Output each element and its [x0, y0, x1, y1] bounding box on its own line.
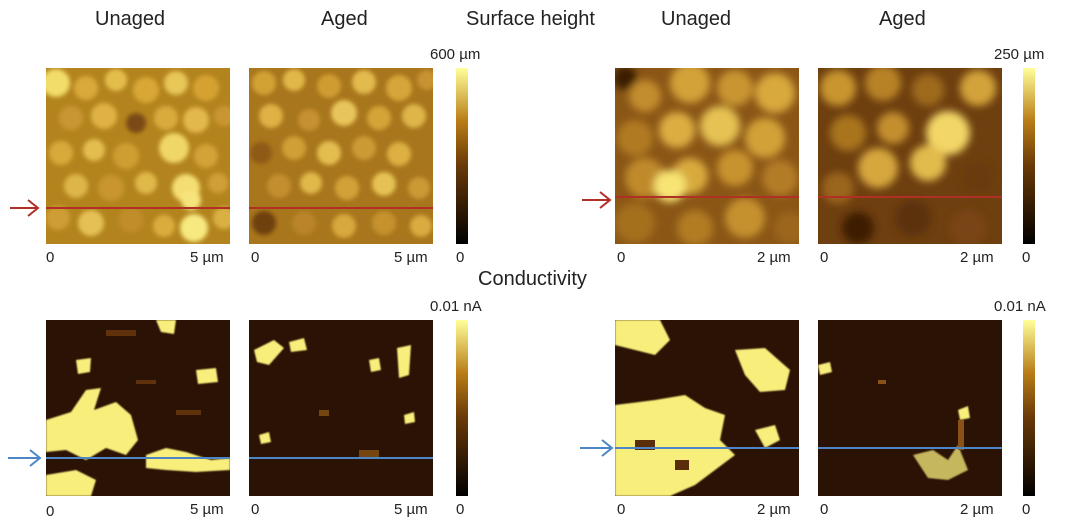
conductivity-colorbar: [1023, 320, 1035, 496]
red-arrow-icon: [10, 199, 40, 217]
conductivity-profile-line: [249, 457, 433, 459]
colorbar-max-label: 0.01 nA: [430, 298, 482, 315]
axis-end-label: 2 µm: [960, 249, 994, 266]
column-title-unaged-left: Unaged: [95, 8, 166, 30]
axis-start-label: 0: [251, 249, 260, 266]
height-profile-line: [615, 196, 799, 198]
colorbar-min-label: 0: [456, 501, 465, 518]
colorbar-min-label: 0: [1022, 501, 1031, 518]
colorbar-max-label: 0.01 nA: [994, 298, 1046, 315]
colorbar-max-label: 600 µm: [430, 46, 481, 63]
section-title-surface-height: Surface height: [466, 8, 595, 30]
height-colorbar: [1023, 68, 1035, 244]
axis-start-label: 0: [46, 249, 55, 266]
axis-end-label: 5 µm: [394, 249, 428, 266]
axis-start-label: 0: [251, 501, 260, 518]
height-map-unaged-2um: [615, 68, 799, 244]
colorbar-max-label: 250 µm: [994, 46, 1045, 63]
conductivity-profile-line: [818, 447, 1002, 449]
axis-start-label: 0: [820, 501, 829, 518]
conductivity-profile-line: [615, 447, 799, 449]
section-title-conductivity: Conductivity: [478, 268, 587, 290]
height-colorbar: [456, 68, 468, 244]
height-map-aged-5um: [249, 68, 433, 244]
axis-end-label: 5 µm: [190, 249, 224, 266]
axis-end-label: 2 µm: [757, 501, 791, 518]
colorbar-min-label: 0: [456, 249, 465, 266]
red-arrow-icon: [582, 191, 612, 209]
axis-start-label: 0: [617, 501, 626, 518]
axis-end-label: 5 µm: [394, 501, 428, 518]
column-title-unaged-right: Unaged: [661, 8, 732, 30]
conductivity-profile-line: [46, 457, 230, 459]
height-profile-line: [249, 207, 433, 209]
blue-arrow-icon: [8, 449, 42, 467]
axis-start-label: 0: [820, 249, 829, 266]
colorbar-min-label: 0: [1022, 249, 1031, 266]
height-map-aged-2um: [818, 68, 1002, 244]
axis-start-label: 0: [617, 249, 626, 266]
axis-end-label: 2 µm: [757, 249, 791, 266]
conductivity-map-aged-2um: [818, 320, 1002, 496]
conductivity-colorbar: [456, 320, 468, 496]
height-map-unaged-5um: [46, 68, 230, 244]
height-profile-line: [46, 207, 230, 209]
column-title-aged-right: Aged: [879, 8, 926, 30]
conductivity-map-unaged-5um: [46, 320, 230, 496]
conductivity-map-unaged-2um: [615, 320, 799, 496]
column-title-aged-left: Aged: [321, 8, 368, 30]
axis-end-label: 2 µm: [960, 501, 994, 518]
conductivity-map-aged-5um: [249, 320, 433, 496]
axis-start-label: 0: [46, 503, 55, 520]
axis-end-label: 5 µm: [190, 501, 224, 518]
height-profile-line: [818, 196, 1002, 198]
blue-arrow-icon: [580, 439, 614, 457]
